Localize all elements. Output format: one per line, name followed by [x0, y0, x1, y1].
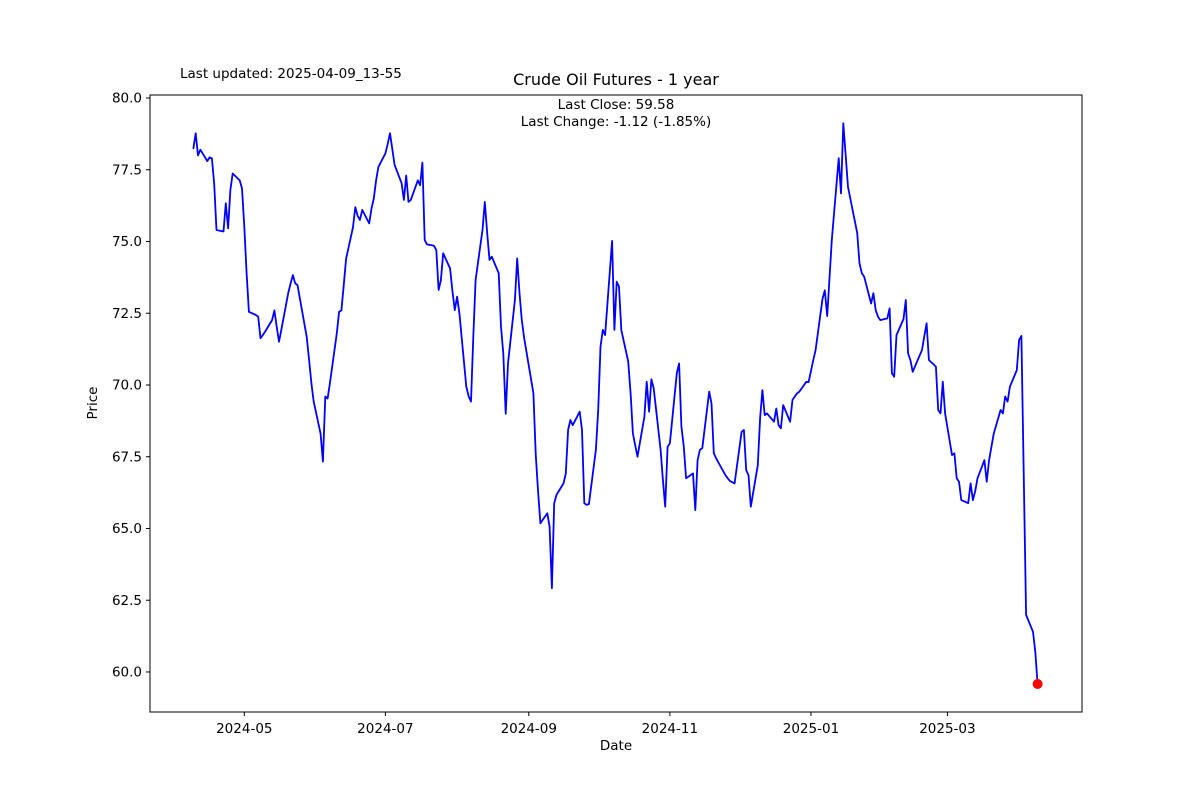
last-change-annotation: Last Change: -1.12 (-1.85%) [520, 114, 712, 130]
x-axis-title: Date [600, 738, 632, 754]
y-axis-title: Price [85, 387, 101, 420]
x-tick-label: 2025-03 [919, 721, 975, 737]
x-tick-label: 2024-05 [216, 721, 272, 737]
y-tick-label: 67.5 [112, 449, 142, 465]
plot-area-frame [149, 94, 1083, 713]
y-tick-label: 77.5 [112, 162, 142, 178]
y-tick-label: 62.5 [112, 593, 142, 609]
y-tick-label: 80.0 [112, 91, 142, 107]
y-tick-label: 65.0 [112, 521, 142, 537]
x-tick-label: 2024-09 [501, 721, 557, 737]
y-tick-label: 60.0 [112, 665, 142, 681]
last-point-marker [1032, 679, 1043, 689]
price-line [192, 122, 1039, 685]
last-updated-annotation: Last updated: 2025-04-09_13-55 [180, 66, 402, 82]
axes-group: 60.0 62.5 65.0 67.5 70.0 72.5 75.0 77.5 80.0 202… [85, 91, 1083, 754]
x-tick-label: 2024-07 [357, 721, 413, 737]
y-tick-label: 70.0 [112, 378, 142, 394]
x-tick-label: 2025-01 [783, 721, 839, 737]
chart-title: Crude Oil Futures - 1 year [513, 70, 719, 89]
y-tick-label: 72.5 [112, 306, 142, 322]
x-axis-ticks: 2024-05 2024-07 2024-09 2024-11 2025-01 2025-… [216, 712, 976, 737]
last-close-annotation: Last Close: 59.58 [557, 97, 675, 113]
y-tick-label: 75.0 [112, 234, 142, 250]
y-axis-ticks: 60.0 62.5 65.0 67.5 70.0 72.5 75.0 77.5 80.0 [112, 91, 150, 681]
x-tick-label: 2024-11 [642, 721, 698, 737]
series-group [192, 122, 1043, 689]
